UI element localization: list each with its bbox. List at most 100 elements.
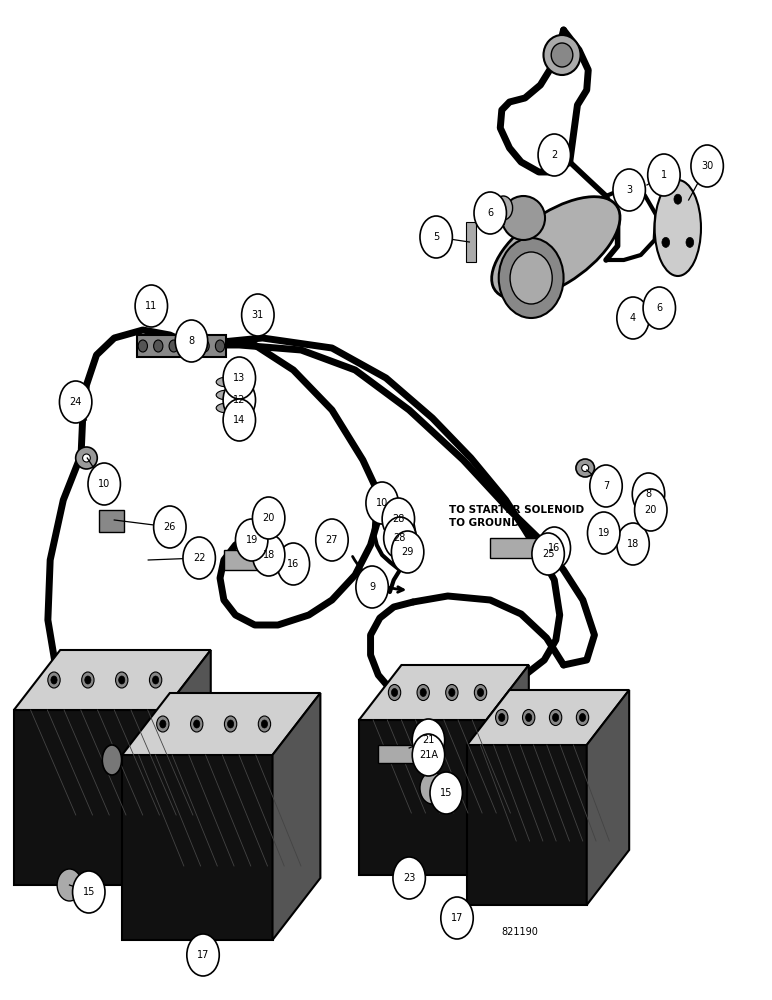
- FancyBboxPatch shape: [99, 510, 124, 532]
- Ellipse shape: [216, 390, 239, 400]
- Text: 30: 30: [701, 161, 713, 171]
- Circle shape: [154, 506, 186, 548]
- Circle shape: [135, 285, 168, 327]
- Circle shape: [185, 340, 194, 352]
- Circle shape: [648, 154, 680, 196]
- Circle shape: [225, 716, 237, 732]
- Text: 6: 6: [487, 208, 493, 218]
- Ellipse shape: [102, 745, 121, 775]
- Polygon shape: [467, 690, 629, 745]
- Text: 821190: 821190: [501, 927, 538, 937]
- Circle shape: [587, 512, 620, 554]
- Circle shape: [82, 672, 94, 688]
- Circle shape: [200, 340, 209, 352]
- Circle shape: [643, 287, 676, 329]
- Circle shape: [388, 684, 401, 700]
- Circle shape: [194, 720, 200, 728]
- Circle shape: [420, 772, 445, 804]
- Polygon shape: [164, 650, 211, 885]
- Circle shape: [417, 684, 429, 700]
- Circle shape: [526, 714, 532, 722]
- Circle shape: [613, 169, 645, 211]
- Text: 20: 20: [645, 505, 657, 515]
- Circle shape: [674, 194, 682, 204]
- Ellipse shape: [383, 515, 388, 521]
- Circle shape: [691, 145, 723, 187]
- Polygon shape: [486, 665, 529, 875]
- Text: 9: 9: [369, 582, 375, 592]
- Text: 15: 15: [440, 788, 452, 798]
- Text: 3: 3: [626, 185, 632, 195]
- Circle shape: [252, 497, 285, 539]
- Polygon shape: [14, 650, 211, 710]
- Ellipse shape: [655, 180, 701, 276]
- Polygon shape: [122, 693, 320, 755]
- Ellipse shape: [543, 35, 581, 75]
- Circle shape: [316, 519, 348, 561]
- Circle shape: [157, 716, 169, 732]
- Circle shape: [88, 463, 120, 505]
- Ellipse shape: [576, 459, 594, 477]
- Circle shape: [635, 489, 667, 531]
- Circle shape: [59, 381, 92, 423]
- Text: 5: 5: [433, 232, 439, 242]
- Circle shape: [686, 237, 694, 247]
- Ellipse shape: [380, 496, 386, 504]
- Ellipse shape: [502, 196, 545, 240]
- Text: 1: 1: [661, 170, 667, 180]
- Text: 10: 10: [376, 498, 388, 508]
- Text: 14: 14: [233, 415, 245, 425]
- Text: 16: 16: [548, 543, 560, 553]
- Text: 31: 31: [252, 310, 264, 320]
- Circle shape: [223, 379, 256, 421]
- Circle shape: [384, 517, 416, 559]
- Circle shape: [262, 720, 268, 728]
- Text: 13: 13: [233, 373, 245, 383]
- Text: 25: 25: [542, 549, 554, 559]
- Circle shape: [57, 869, 82, 901]
- Circle shape: [420, 216, 452, 258]
- Polygon shape: [122, 755, 273, 940]
- Circle shape: [449, 688, 455, 696]
- Circle shape: [391, 531, 424, 573]
- Text: 22: 22: [193, 553, 205, 563]
- FancyBboxPatch shape: [224, 550, 270, 570]
- Circle shape: [391, 688, 398, 696]
- Circle shape: [215, 340, 225, 352]
- Ellipse shape: [385, 531, 399, 545]
- Circle shape: [356, 566, 388, 608]
- Circle shape: [662, 237, 669, 247]
- Ellipse shape: [499, 238, 564, 318]
- Circle shape: [477, 688, 483, 696]
- Circle shape: [175, 320, 208, 362]
- Circle shape: [85, 676, 91, 684]
- Circle shape: [645, 292, 664, 316]
- Text: 17: 17: [451, 913, 463, 923]
- Text: 28: 28: [394, 533, 406, 543]
- Circle shape: [430, 772, 462, 814]
- Circle shape: [153, 676, 159, 684]
- Polygon shape: [359, 665, 529, 720]
- Circle shape: [617, 297, 649, 339]
- Ellipse shape: [379, 511, 393, 525]
- Ellipse shape: [216, 377, 239, 387]
- Text: 27: 27: [326, 535, 338, 545]
- Circle shape: [617, 523, 649, 565]
- Circle shape: [420, 688, 426, 696]
- Ellipse shape: [76, 447, 97, 469]
- Text: 15: 15: [83, 887, 95, 897]
- Polygon shape: [14, 710, 164, 885]
- Polygon shape: [587, 690, 629, 905]
- Circle shape: [553, 714, 559, 722]
- Circle shape: [538, 134, 571, 176]
- Circle shape: [259, 716, 271, 732]
- Circle shape: [618, 304, 640, 332]
- Circle shape: [252, 534, 285, 576]
- Text: 8: 8: [188, 336, 195, 346]
- Text: 29: 29: [401, 547, 414, 557]
- Circle shape: [577, 710, 589, 726]
- Circle shape: [412, 734, 445, 776]
- Polygon shape: [273, 693, 320, 940]
- Circle shape: [532, 533, 564, 575]
- Circle shape: [632, 473, 665, 515]
